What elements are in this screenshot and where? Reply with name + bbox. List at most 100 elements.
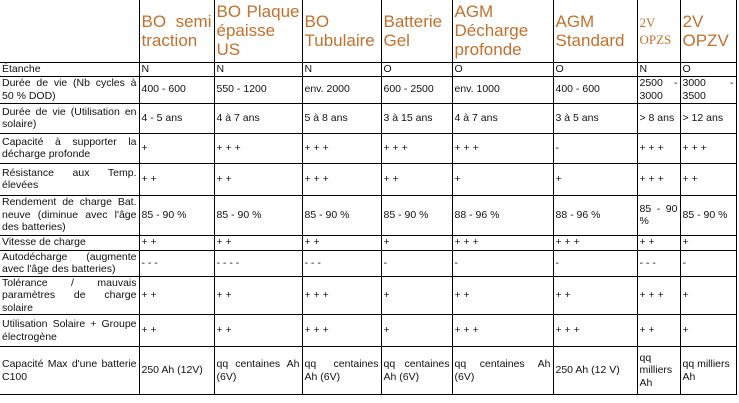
table-cell: + + + (451, 132, 554, 164)
table-cell: + + (380, 162, 453, 196)
table-cell: > 12 ans (679, 102, 737, 134)
table-cell: qq centaines Ah (6V) (213, 346, 303, 395)
table-cell: + + + (451, 314, 554, 347)
table-cell: 85 - 90 % (213, 194, 303, 236)
column-header-bo-semi-traction: BO semi traction (138, 0, 215, 63)
table-row: Durée de vie (Utilisation en solaire) 4 … (0, 102, 737, 134)
table-cell: N (301, 61, 382, 77)
table-row: Étanche N N N O O O N O (0, 61, 737, 77)
table-cell: 5 à 8 ans (301, 102, 382, 134)
table-cell: + + + (301, 132, 382, 164)
column-header-2v-opzv: 2V OPZV (679, 0, 737, 63)
table-row: Utilisation Solaire + Groupe électrogène… (0, 314, 737, 347)
table-cell: - (552, 132, 638, 164)
table-cell: N (138, 61, 215, 77)
table-cell: + (679, 275, 737, 315)
table-cell: + + + (552, 234, 638, 251)
table-cell: + + (138, 162, 215, 196)
table-cell: 3000 - 3500 (679, 75, 737, 104)
table-cell: qq milliers Ah (679, 346, 737, 395)
table-cell: + (380, 275, 453, 315)
table-cell: - (679, 249, 737, 277)
table-cell: qq centaines Ah (6V) (380, 346, 453, 395)
table-cell: O (679, 61, 737, 77)
table-row: Durée de vie (Nb cycles à 50 % DOD) 400 … (0, 75, 737, 104)
table-cell: + + (213, 275, 303, 315)
table-cell: + + (138, 314, 215, 347)
table-cell: - - - (301, 249, 382, 277)
table-cell: + + (213, 234, 303, 251)
table-cell: + + + (636, 132, 681, 164)
table-cell: env. 1000 (451, 75, 554, 104)
table-cell: O (380, 61, 453, 77)
row-label-decharge-profonde: Capacité à supporter la décharge profond… (0, 132, 140, 164)
table-cell: + + (636, 234, 681, 251)
table-cell: + + (213, 314, 303, 347)
table-cell: 400 - 600 (552, 75, 638, 104)
table-cell: 4 - 5 ans (138, 102, 215, 134)
table-cell: 85 - 90 % (679, 194, 737, 236)
table-cell: 85 - 90 % (301, 194, 382, 236)
table-cell: + (552, 162, 638, 196)
row-label-capacite-max: Capacité Max d'une batterie C100 (0, 346, 140, 395)
table-cell: - - - - (213, 249, 303, 277)
table-cell: qq centaines Ah (6V) (301, 346, 382, 395)
table-cell: + (679, 314, 737, 347)
table-cell: O (552, 61, 638, 77)
table-cell: + (380, 314, 453, 347)
table-row: Résistance aux Temp. élevées + + + + + +… (0, 162, 737, 196)
table-cell: 2500 - 3000 (636, 75, 681, 104)
table-cell: 550 - 1200 (213, 75, 303, 104)
table-cell: 88 - 96 % (552, 194, 638, 236)
table-cell: - - - (636, 249, 681, 277)
column-header-bo-plaque-epaisse: BO Plaque épaisse US (213, 0, 303, 63)
table-row: Rendement de charge Bat. neuve (diminue … (0, 194, 737, 236)
table-cell: + + (138, 234, 215, 251)
table-cell: 85 - 90 % (138, 194, 215, 236)
row-label-solaire-groupe: Utilisation Solaire + Groupe électrogène (0, 314, 140, 347)
table-cell: O (451, 61, 554, 77)
header-row: BO semi traction BO Plaque épaisse US BO… (0, 0, 737, 63)
table-cell: + + + (380, 132, 453, 164)
table-cell: 4 à 7 ans (451, 102, 554, 134)
table-cell: - (380, 249, 453, 277)
row-label-etanche: Étanche (0, 61, 140, 77)
table-cell: + + (451, 275, 554, 315)
table-cell: 88 - 96 % (451, 194, 554, 236)
row-label-rendement-charge: Rendement de charge Bat. neuve (diminue … (0, 194, 140, 236)
table-row: Autodécharge (augmente avec l'âge des ba… (0, 249, 737, 277)
table-cell: + + + (301, 275, 382, 315)
table-cell: 400 - 600 (138, 75, 215, 104)
table-cell: - (451, 249, 554, 277)
row-label-vitesse-charge: Vitesse de charge (0, 234, 140, 251)
table-cell: + + + (301, 162, 382, 196)
row-label-autodecharge: Autodécharge (augmente avec l'âge des ba… (0, 249, 140, 277)
table-row: Capacité Max d'une batterie C100 250 Ah … (0, 346, 737, 395)
column-header-agm-decharge-profonde: AGM Décharge profonde (451, 0, 554, 63)
table-cell: 85 - 90 % (636, 194, 681, 236)
table-cell: 250 Ah (12 V) (552, 346, 638, 395)
table-cell: - - - (138, 249, 215, 277)
row-label-tolerance-charge: Tolérance / mauvais paramètres de charge… (0, 275, 140, 315)
table-cell: + + (301, 234, 382, 251)
battery-comparison-table: BO semi traction BO Plaque épaisse US BO… (0, 0, 737, 395)
row-label-duree-vie-cycles: Durée de vie (Nb cycles à 50 % DOD) (0, 75, 140, 104)
column-header-batterie-gel: Batterie Gel (380, 0, 453, 63)
table-row: Tolérance / mauvais paramètres de charge… (0, 275, 737, 315)
table-cell: 4 à 7 ans (213, 102, 303, 134)
table-cell: + + (552, 275, 638, 315)
table-cell: 250 Ah (12V) (138, 346, 215, 395)
table-cell: N (213, 61, 303, 77)
column-header-agm-standard: AGM Standard (552, 0, 638, 63)
table-cell: + + + (679, 132, 737, 164)
table-cell: + (679, 234, 737, 251)
table-cell: + + + (636, 162, 681, 196)
table-cell: - (552, 249, 638, 277)
table-cell: 3 à 5 ans (552, 102, 638, 134)
table-cell: 3 à 15 ans (380, 102, 453, 134)
table-cell: qq milliers Ah (636, 346, 681, 395)
table-cell: + + + (213, 132, 303, 164)
table-cell: > 8 ans (636, 102, 681, 134)
table-cell: qq centaines Ah (6V) (451, 346, 554, 395)
table-cell: N (636, 61, 681, 77)
